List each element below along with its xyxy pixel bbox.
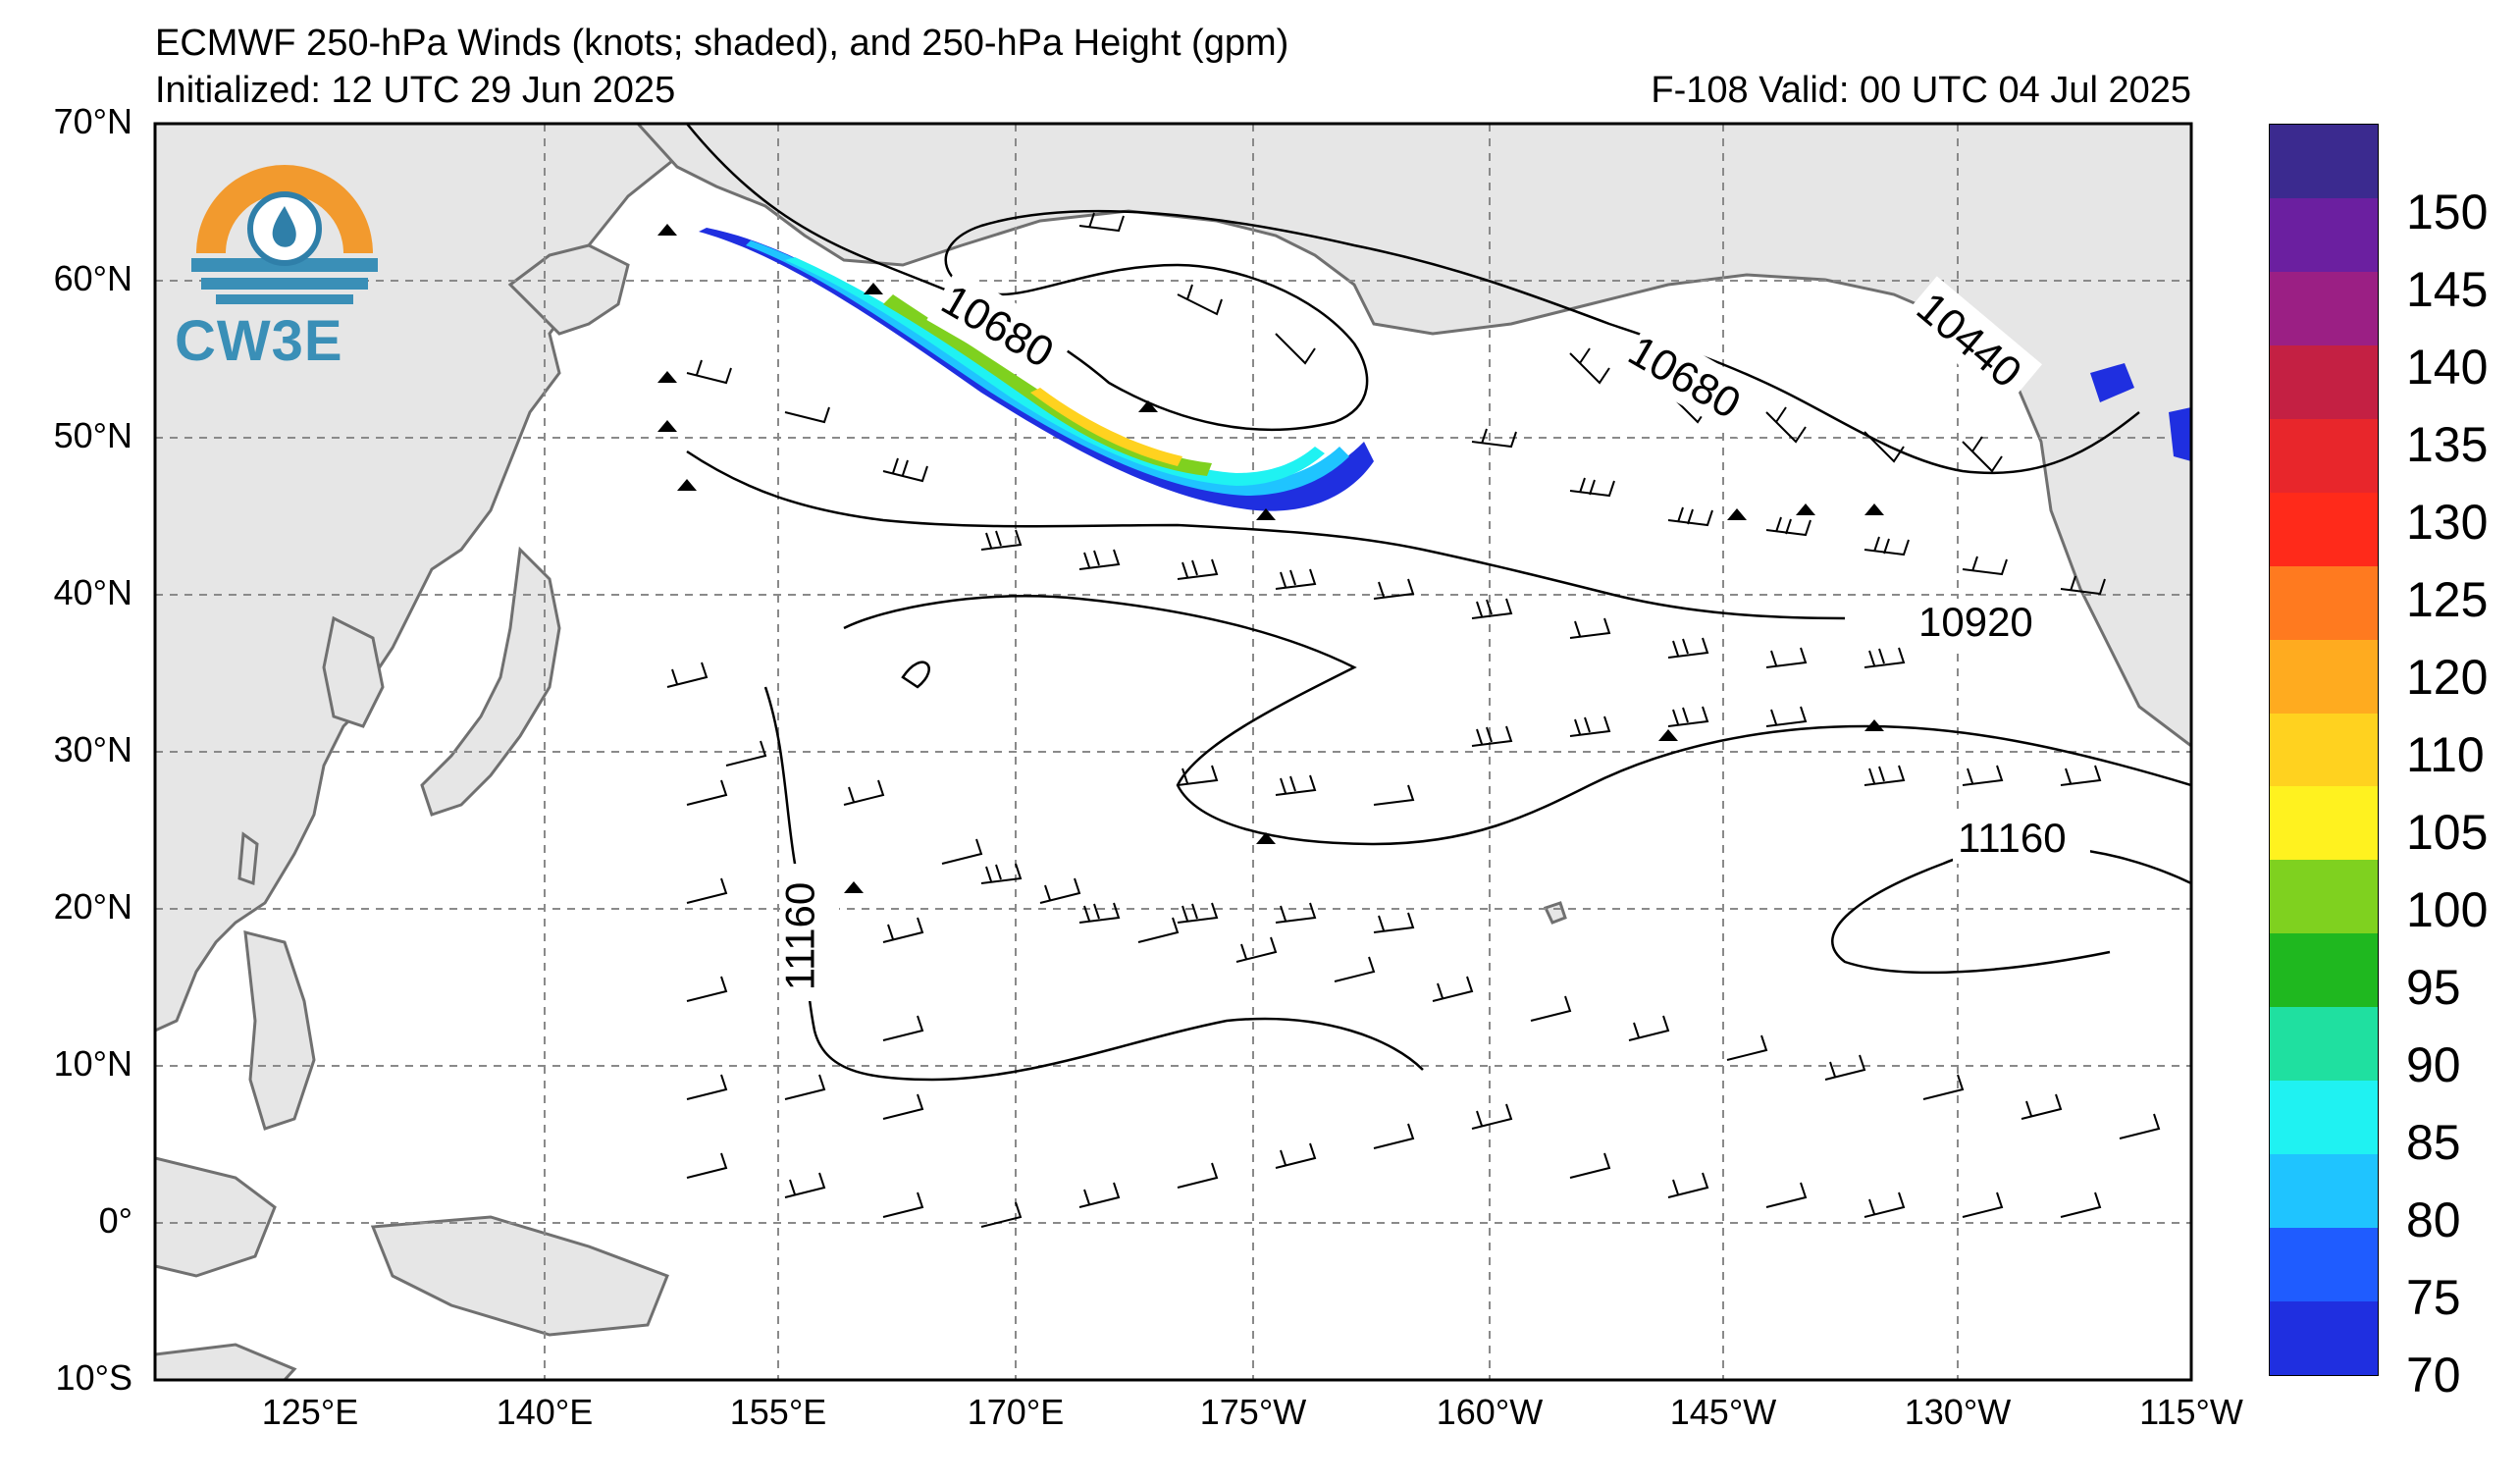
graticule [155, 124, 2191, 1380]
colorbar-label: 130 [2406, 495, 2489, 550]
colorbar-swatch [2270, 344, 2378, 420]
colorbar-swatch [2270, 1154, 2378, 1229]
colorbar-swatch [2270, 565, 2378, 641]
colorbar-label: 95 [2406, 960, 2461, 1015]
colorbar-swatch [2270, 1081, 2378, 1155]
wind-pennants [657, 224, 1884, 893]
colorbar-swatch [2270, 197, 2378, 273]
lon-label: 145°W [1669, 1392, 1777, 1432]
cw3e-logo-icon [191, 165, 378, 304]
lat-label: 0° [98, 1200, 132, 1241]
colorbar-swatch [2270, 860, 2378, 934]
colorbar-label: 70 [2406, 1348, 2461, 1403]
lat-label: 10°S [55, 1357, 132, 1398]
colorbar-swatch [2270, 933, 2378, 1008]
colorbar-blocks [2270, 125, 2378, 1376]
lon-label: 115°W [2139, 1392, 2243, 1432]
lat-label: 20°N [53, 886, 132, 927]
colorbar-swatch [2270, 639, 2378, 715]
colorbar-label: 140 [2406, 340, 2489, 395]
colorbar-label: 135 [2406, 417, 2489, 472]
colorbar-swatch [2270, 786, 2378, 861]
land-new-guinea [370, 1215, 669, 1337]
contour-label: 10920 [1918, 599, 2033, 645]
colorbar-label: 80 [2406, 1192, 2461, 1247]
colorbar-label: 110 [2406, 727, 2485, 782]
jet-streak [699, 228, 1374, 511]
land-japan [420, 546, 561, 817]
lat-label: 60°N [53, 258, 132, 298]
land-taiwan [237, 831, 259, 886]
wind-barbs [666, 212, 2161, 1228]
colorbar-swatch [2270, 713, 2378, 787]
land-philippines [243, 930, 316, 1131]
logo-text: CW3E [175, 309, 343, 373]
contour-label: 11160 [1958, 815, 2067, 861]
land-borneo [155, 1343, 297, 1380]
lon-label: 170°E [967, 1392, 1065, 1432]
colorbar-label: 105 [2406, 805, 2489, 860]
lon-label: 160°W [1436, 1392, 1544, 1432]
land-kamchatka [507, 243, 630, 336]
lat-label: 30°N [53, 729, 132, 769]
jet-streak-east [2090, 363, 2134, 402]
land-alaska [635, 124, 2191, 748]
land-indonesia [155, 1156, 277, 1278]
initialized-time: Initialized: 12 UTC 29 Jun 2025 [155, 70, 676, 111]
jet-streak-east-2 [2169, 407, 2191, 461]
colorbar-label: 125 [2406, 572, 2489, 627]
land-korea [322, 615, 385, 728]
lon-label: 125°E [261, 1392, 359, 1432]
lon-label: 155°E [729, 1392, 827, 1432]
colorbar-swatch [2270, 1228, 2378, 1302]
colorbar-label: 120 [2406, 650, 2489, 705]
colorbar-label: 90 [2406, 1037, 2461, 1092]
colorbar-swatch [2270, 418, 2378, 494]
lat-label: 10°N [53, 1043, 132, 1084]
colorbar-label: 75 [2406, 1270, 2461, 1325]
colorbar-swatch [2270, 271, 2378, 346]
colorbar-label: 100 [2406, 882, 2489, 937]
colorbar-swatch [2270, 1007, 2378, 1082]
lon-label: 130°W [1904, 1392, 2012, 1432]
colorbar-swatch [2270, 125, 2378, 199]
lat-label: 50°N [53, 415, 132, 455]
map-title-line: ECMWF 250-hPa Winds (knots; shaded), and… [155, 23, 1289, 64]
contour-label-boxes [780, 269, 2090, 1001]
lat-label: 40°N [53, 572, 132, 612]
colorbar-swatch [2270, 492, 2378, 567]
lat-label: 70°N [53, 101, 132, 141]
valid-time: F-108 Valid: 00 UTC 04 Jul 2025 [1651, 70, 2191, 111]
cw3e-logo: CW3E [167, 135, 402, 373]
lon-label: 140°E [496, 1392, 594, 1432]
colorbar-label: 85 [2406, 1115, 2461, 1170]
colorbar-swatch [2270, 1301, 2378, 1376]
map-frame [153, 122, 2193, 1382]
colorbar-label: 150 [2406, 185, 2489, 239]
contour-label: 11160 [776, 881, 823, 991]
lon-label: 175°W [1199, 1392, 1307, 1432]
colorbar-label: 145 [2406, 262, 2489, 317]
